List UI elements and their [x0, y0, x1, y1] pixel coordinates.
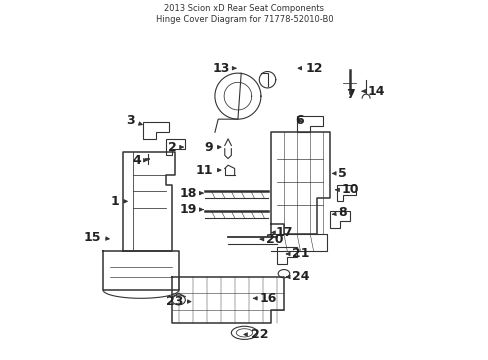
Text: 19: 19: [179, 203, 203, 216]
Text: 12: 12: [298, 62, 322, 75]
Text: 13: 13: [212, 62, 235, 75]
Text: 4: 4: [132, 154, 147, 167]
Text: 5: 5: [332, 167, 346, 180]
Text: 15: 15: [84, 231, 109, 244]
Text: 16: 16: [253, 292, 276, 305]
Text: 22: 22: [244, 328, 268, 341]
Text: 14: 14: [361, 85, 385, 98]
Text: 10: 10: [335, 183, 358, 196]
Text: 3: 3: [125, 114, 142, 127]
Text: 1: 1: [111, 195, 127, 208]
Text: 6: 6: [295, 114, 304, 127]
Text: 17: 17: [271, 226, 293, 239]
Text: 20: 20: [260, 233, 283, 246]
Text: 18: 18: [179, 186, 203, 200]
Title: 2013 Scion xD Rear Seat Components
Hinge Cover Diagram for 71778-52010-B0: 2013 Scion xD Rear Seat Components Hinge…: [155, 4, 333, 23]
Text: 21: 21: [286, 247, 309, 260]
Text: 24: 24: [286, 270, 309, 283]
Text: 7: 7: [346, 88, 354, 101]
Text: 11: 11: [195, 163, 221, 177]
Text: 9: 9: [204, 141, 221, 154]
Text: 8: 8: [332, 206, 346, 219]
Text: 2: 2: [168, 141, 183, 154]
Text: 23: 23: [166, 295, 190, 308]
